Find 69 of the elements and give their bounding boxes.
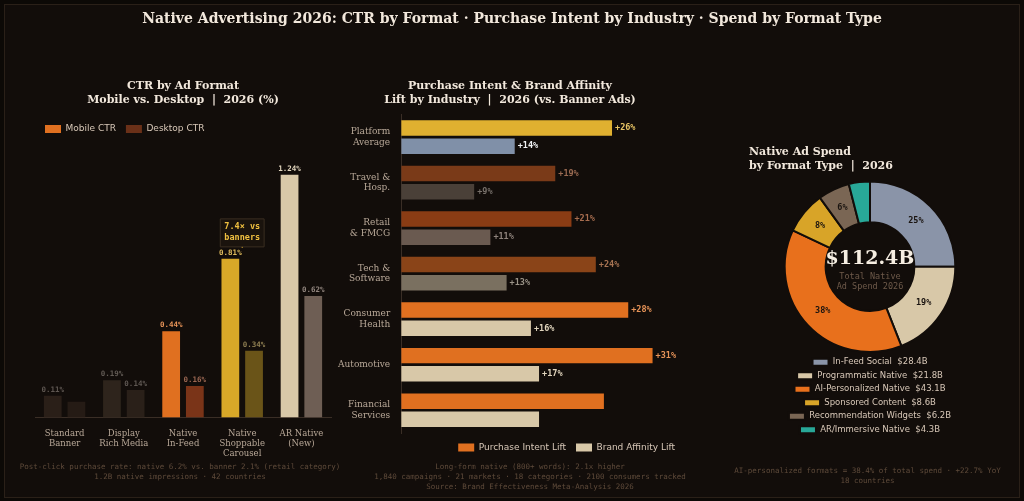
bar [401,256,596,273]
bar [304,296,323,418]
y-tick-label: Automotive [336,359,391,370]
annotation: 7.4× vs banners [224,221,261,243]
bar [401,302,629,318]
data-label: +11% [493,231,515,242]
data-label: +31% [655,349,677,360]
bar [401,347,653,364]
data-label: +19% [558,167,580,178]
data-label: +28% [631,304,653,315]
data-label: +17% [542,368,564,379]
x-tick-label: Standard Banner [44,427,86,448]
legend-label: Sponsored Content $8.6B [824,396,937,407]
bar [401,138,515,154]
text: Total Native Ad Spend 2026 [836,270,904,291]
bar [401,411,540,428]
legend-label: Brand Affinity Lift [596,441,676,452]
data-label: +9% [477,185,494,196]
bar [67,401,86,418]
data-label: 8% [814,219,827,230]
bar [126,390,145,418]
bar [162,331,181,418]
y-tick-label: Tech & Software [348,262,391,284]
y-tick-label: Retail & FMCG [349,217,391,238]
data-label: 38% [815,305,832,316]
legend-label: Recommendation Widgets $6.2B [809,410,952,421]
data-label: +24% [598,258,621,269]
bar [401,320,531,337]
text: $112.4B [825,245,915,268]
bar [401,393,604,409]
bar [401,229,491,246]
data-label: +14% [517,140,540,151]
data-label: +16% [533,322,556,333]
chart-title: Purchase Intent & Brand Affinity Lift by Industry | 2026 (vs. Banner Ads) [384,79,636,106]
legend-label: AI-Personalized Native $43.1B [814,383,946,394]
x-tick-label: Native Shoppable Carousel [219,427,265,459]
legend-label: Mobile CTR [65,123,116,134]
legend-label: AR/Immersive Native $4.3B [820,423,941,434]
chart-title: Native Ad Spend by Format Type | 2026 [749,145,894,172]
bar [280,174,299,418]
bar [401,366,540,382]
data-label: 6% [837,202,849,213]
y-tick-label: Platform Average [350,126,391,147]
bar [401,165,556,182]
y-tick-label: Travel & Hosp. [350,171,391,193]
x-tick-label: Display Rich Media [99,427,149,448]
y-tick-label: Consumer Health [343,308,391,329]
bar [221,258,240,418]
bar [245,350,263,418]
x-tick-label: AR Native (New) [278,427,324,448]
legend-label: Programmatic Native $21.8B [817,369,944,380]
chart-subtitle: CTR by Ad Format Mobile vs. Desktop | 2026 (%) [87,79,279,106]
legend-label: In-Feed Social $28.4B [832,356,928,367]
bar [401,275,507,291]
y-tick-label: Financial Services [347,399,391,420]
bar [43,395,62,418]
bar [401,211,572,227]
data-label: 19% [915,297,933,308]
bar [401,120,613,136]
x-tick-label: Native In-Feed [166,427,200,448]
data-label: 25% [908,215,925,226]
data-label: +13% [509,277,531,288]
legend-label: Purchase Intent Lift [478,441,567,452]
data-label: +21% [574,213,596,224]
bar [185,386,204,418]
bar [401,184,475,200]
data-label: +26% [615,122,637,133]
legend-label: Desktop CTR [146,123,205,134]
text: Native Advertising 2026: CTR by Format · Purchase Intent by Industry · Spend by Format Type [141,10,883,26]
